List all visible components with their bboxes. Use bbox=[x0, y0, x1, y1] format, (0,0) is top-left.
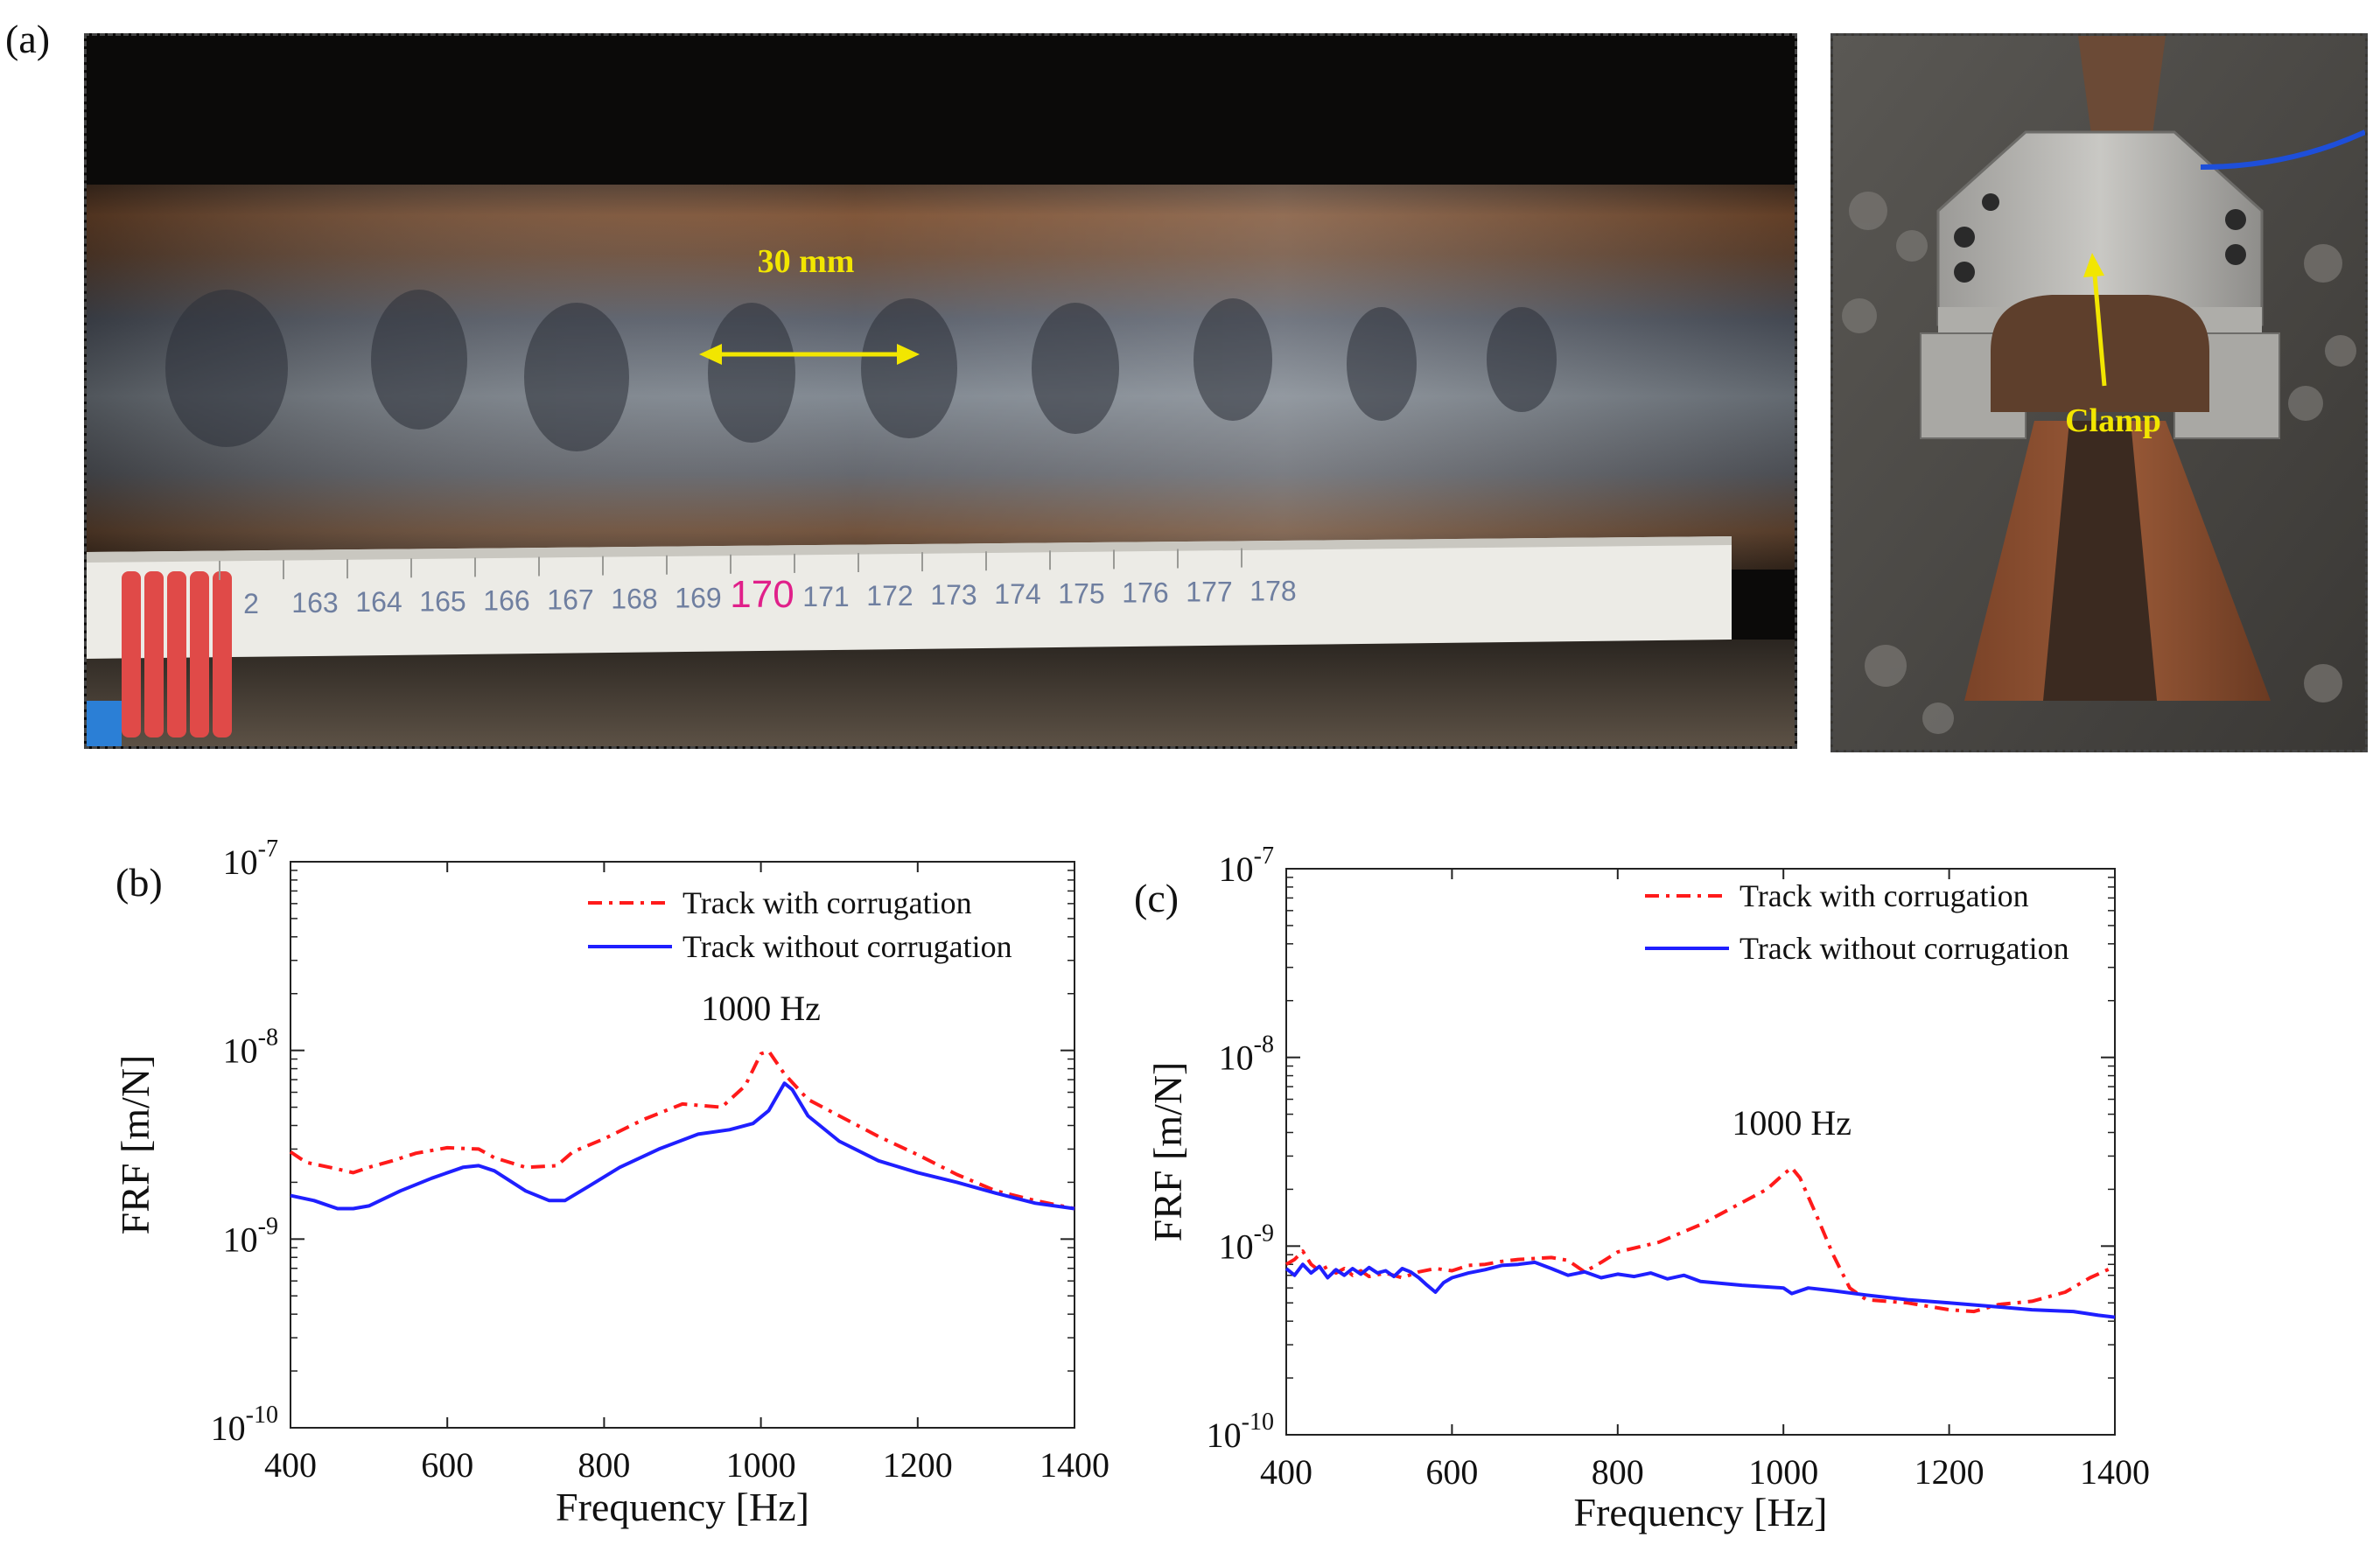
rail-clamp-photo: Clamp bbox=[1830, 33, 2368, 752]
y-tick-label: 10-7 bbox=[223, 835, 278, 882]
ruler-number: 165 bbox=[419, 585, 466, 617]
ruler-number: 2 bbox=[243, 588, 259, 619]
y-tick-label: 10-8 bbox=[1219, 1031, 1274, 1078]
series-line bbox=[1284, 1260, 2116, 1319]
x-tick-label: 800 bbox=[578, 1445, 630, 1485]
y-tick-label: 10-9 bbox=[1219, 1220, 1274, 1266]
y-tick-label: 10-8 bbox=[223, 1024, 278, 1071]
ruler-number: 174 bbox=[994, 578, 1040, 610]
ruler-number: 169 bbox=[675, 583, 721, 614]
legend-label: Track without corrugation bbox=[682, 929, 1012, 964]
legend-label: Track without corrugation bbox=[1740, 931, 2069, 966]
ruler-number: 164 bbox=[355, 586, 402, 618]
ruler-number: 173 bbox=[930, 579, 976, 611]
ruler-number: 167 bbox=[547, 584, 593, 616]
x-tick-label: 1200 bbox=[1914, 1452, 1984, 1492]
peak-annotation: 1000 Hz bbox=[1732, 1103, 1852, 1143]
ruler-number: 177 bbox=[1186, 577, 1232, 608]
series-line bbox=[289, 1049, 1075, 1211]
rail-photo-illustration: 30 mm 2 163 164 165 166 167 168 169 170 171 172 173… bbox=[87, 36, 1795, 746]
x-tick-label: 1200 bbox=[883, 1445, 953, 1485]
panel-label-b: (b) bbox=[116, 860, 163, 905]
x-tick-label: 400 bbox=[264, 1445, 317, 1485]
ruler-number: 178 bbox=[1250, 576, 1296, 607]
x-tick-label: 600 bbox=[1425, 1452, 1478, 1492]
x-tick-label: 1400 bbox=[2080, 1452, 2150, 1492]
x-tick-label: 1400 bbox=[1040, 1445, 1110, 1485]
y-tick-label: 10-10 bbox=[1207, 1409, 1274, 1455]
plot-area bbox=[290, 861, 1075, 1429]
y-tick-label: 10-10 bbox=[211, 1402, 278, 1448]
plot-area bbox=[1285, 868, 2116, 1436]
ruler-number: 170 bbox=[730, 573, 794, 616]
y-tick-label: 10-7 bbox=[1219, 842, 1274, 889]
panel-label-c: (c) bbox=[1134, 876, 1180, 920]
ruler-number: 172 bbox=[866, 580, 913, 612]
series-line bbox=[290, 1081, 1075, 1211]
annotation-clamp: Clamp bbox=[2065, 402, 2161, 439]
ruler-number: 171 bbox=[802, 581, 849, 612]
ruler-number: 166 bbox=[483, 584, 529, 616]
rail-corrugation-photo: 30 mm 2 163 164 165 166 167 168 169 170 171 172 173… bbox=[84, 33, 1797, 749]
x-axis-title: Frequency [Hz] bbox=[1574, 1490, 1828, 1535]
ruler-number: 175 bbox=[1058, 577, 1104, 609]
peak-annotation: 1000 Hz bbox=[701, 989, 821, 1028]
dimension-arrow bbox=[699, 344, 920, 365]
series-line bbox=[1284, 1165, 2116, 1314]
x-axis-title: Frequency [Hz] bbox=[556, 1485, 809, 1529]
y-axis-title: FRF [m/N] bbox=[113, 1055, 158, 1235]
x-tick-label: 800 bbox=[1592, 1452, 1644, 1492]
clamp-arrow bbox=[2083, 253, 2107, 387]
x-tick-label: 1000 bbox=[1748, 1452, 1818, 1492]
ruler-number: 168 bbox=[611, 584, 657, 615]
clamp-photo-illustration: Clamp bbox=[1833, 36, 2365, 750]
legend-label: Track with corrugation bbox=[1740, 878, 2029, 913]
annotation-30mm: 30 mm bbox=[758, 243, 855, 280]
ruler-number: 163 bbox=[291, 587, 338, 619]
panel-label-a: (a) bbox=[5, 17, 51, 61]
ruler-number: 176 bbox=[1122, 577, 1168, 608]
x-tick-label: 400 bbox=[1260, 1452, 1312, 1492]
y-axis-title: FRF [m/N] bbox=[1145, 1062, 1190, 1242]
x-tick-label: 1000 bbox=[726, 1445, 796, 1485]
y-tick-label: 10-9 bbox=[223, 1213, 278, 1259]
x-tick-label: 600 bbox=[421, 1445, 473, 1485]
legend-label: Track with corrugation bbox=[682, 885, 972, 920]
